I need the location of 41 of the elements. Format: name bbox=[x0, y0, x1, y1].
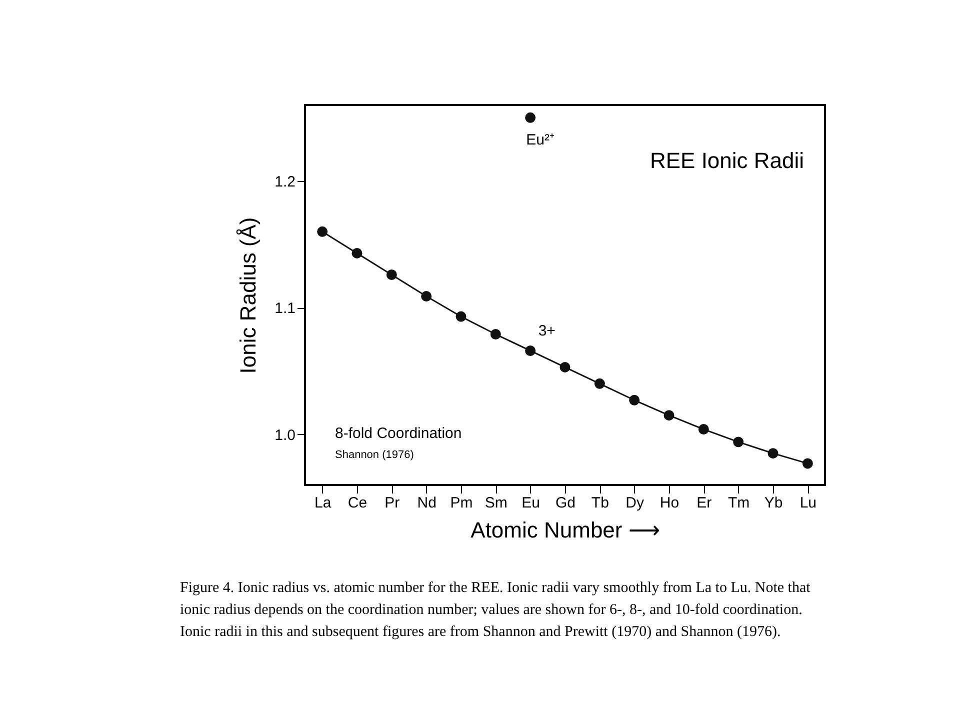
x-tick-label: Ho bbox=[660, 494, 680, 512]
x-tick-label: Dy bbox=[626, 494, 644, 512]
x-tick-label: Er bbox=[696, 494, 712, 512]
point bbox=[456, 311, 466, 322]
annotation: 3+ bbox=[538, 322, 556, 340]
point bbox=[386, 270, 397, 280]
point bbox=[525, 346, 536, 356]
point bbox=[560, 362, 570, 372]
point bbox=[768, 448, 778, 459]
x-tick-label: Yb bbox=[764, 494, 783, 512]
y-tick-label: 1.2 bbox=[274, 174, 296, 190]
y-axis-title: Ionic Radius (Å) bbox=[236, 217, 261, 374]
y-tick-label: 1.1 bbox=[274, 300, 296, 318]
point bbox=[698, 424, 709, 434]
point bbox=[352, 248, 362, 258]
x-tick-label: Eu bbox=[522, 494, 540, 512]
point bbox=[629, 394, 640, 406]
point bbox=[594, 378, 605, 389]
x-tick-label: Ce bbox=[348, 494, 368, 512]
x-tick-label: Pm bbox=[450, 494, 473, 512]
point bbox=[421, 291, 432, 302]
x-tick-label: Tb bbox=[591, 494, 609, 512]
annotation: 8-fold Coordination bbox=[335, 425, 462, 442]
point bbox=[664, 410, 674, 421]
x-tick-label: Tm bbox=[728, 494, 750, 512]
point bbox=[317, 226, 328, 237]
x-tick-label: Sm bbox=[484, 494, 508, 512]
x-tick-label: La bbox=[314, 494, 332, 512]
annotation: Eu²⁺ bbox=[526, 132, 555, 149]
text: REE Ionic Radii bbox=[650, 148, 804, 173]
caption: Figure 4. Ionic radius vs. atomic number for the REE. Ionic radii vary smoothly from La to Lu. Note that ionic radius depends on the coordination number; values are shown for 6-, 8-, and 10-fold coordination. Ionic radii in this and subsequent figures are from Shannon and Prewitt (1970) and Shannon (1976). bbox=[180, 580, 812, 640]
point bbox=[733, 436, 744, 448]
x-axis-title: Atomic Number ⟶ bbox=[470, 518, 660, 542]
x-tick-label: Gd bbox=[555, 494, 576, 512]
point bbox=[490, 329, 501, 340]
y-tick-label: 1.0 bbox=[274, 426, 296, 444]
point bbox=[802, 458, 813, 469]
x-tick-label: Lu bbox=[800, 494, 817, 512]
annotation: Shannon (1976) bbox=[335, 449, 414, 461]
x-tick-label: Pr bbox=[384, 494, 400, 512]
x-tick-label: Nd bbox=[417, 494, 436, 512]
